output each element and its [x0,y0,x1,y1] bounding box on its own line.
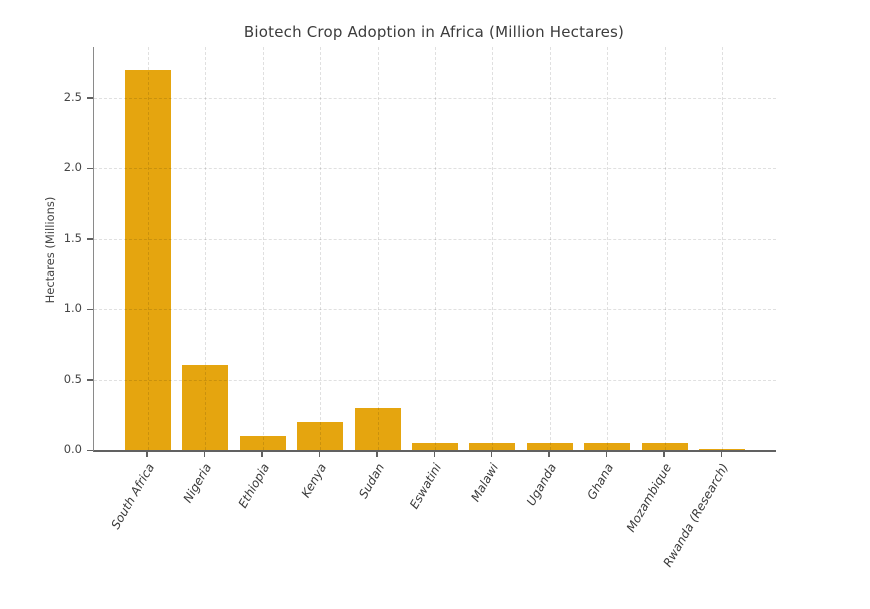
y-tick-label: 0.5 [63,371,82,386]
x-tick-mark [720,452,723,457]
y-tick-label: 0.0 [63,442,82,456]
vertical-gridline [377,47,379,450]
x-tick-mark [318,452,321,457]
vertical-gridline [549,47,551,450]
chart-title: Biotech Crop Adoption in Africa (Million… [243,23,625,41]
bar-ethiopia [239,435,286,450]
vertical-gridline [492,47,494,450]
x-tick-mark [203,452,206,457]
y-tick-label: 2.0 [63,160,82,175]
y-tick-mark [87,308,93,311]
bar-mozambique [641,442,688,450]
x-tick-mark [261,452,263,457]
x-tick-mark [548,452,550,457]
y-tick-mark [87,238,93,240]
horizontal-gridline [94,238,776,240]
horizontal-gridline [94,97,776,99]
y-axis-label: Hectares (Millions) [43,196,57,304]
bar-rwanda-research [699,448,745,450]
plot-area [93,47,776,452]
vertical-gridline [722,47,724,450]
bar-ghana [584,442,631,450]
vertical-gridline [262,47,264,450]
y-tick-label: 1.5 [63,230,82,245]
y-tick-mark [87,449,93,451]
horizontal-gridline [94,168,776,170]
x-tick-mark [605,452,608,457]
x-tick-mark [376,452,378,457]
y-tick-mark [87,379,93,381]
bar-sudan [354,407,401,450]
x-tick-mark [663,452,665,457]
vertical-gridline [147,47,149,450]
vertical-gridline [435,47,436,450]
y-tick-mark [87,97,93,99]
bar-south-africa [125,69,171,450]
bar-nigeria [182,365,229,450]
y-tick-mark [87,167,93,170]
horizontal-gridline [94,379,776,381]
vertical-gridline [607,47,609,450]
vertical-gridline [664,47,666,450]
vertical-gridline [320,47,322,450]
x-tick-mark [146,452,148,457]
x-tick-mark [433,452,435,457]
y-tick-label: 1.0 [63,301,82,316]
x-tick-mark [490,452,493,457]
bar-eswatini [412,442,458,450]
bar-malawi [469,442,516,450]
vertical-gridline [205,47,207,450]
bar-kenya [297,421,344,450]
horizontal-gridline [94,309,776,311]
bar-uganda [526,442,573,450]
y-tick-label: 2.5 [63,89,82,104]
